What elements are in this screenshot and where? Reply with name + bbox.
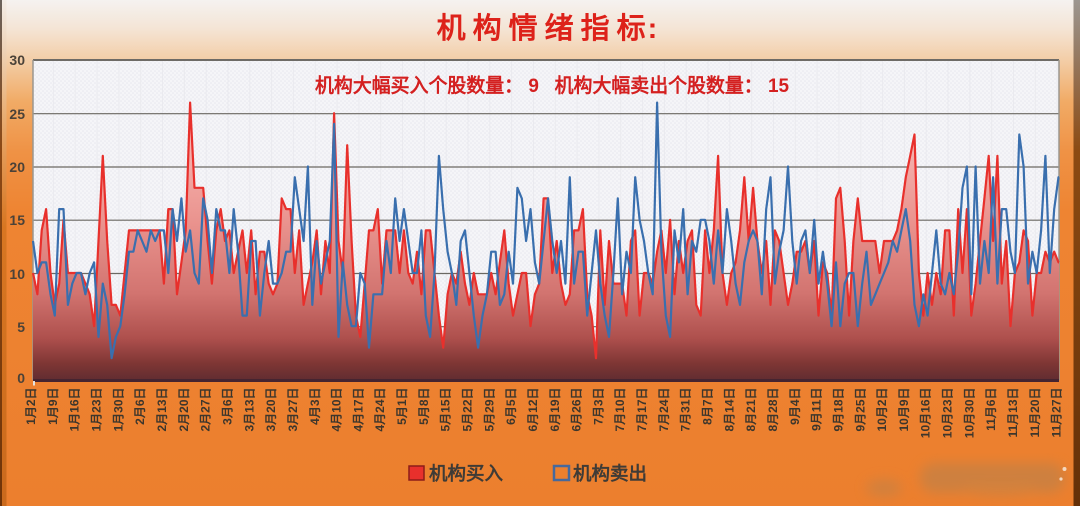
svg-text:1月16日: 1月16日 [68,388,82,432]
svg-text:5月8日: 5月8日 [417,388,431,425]
svg-text:1月30日: 1月30日 [111,388,125,432]
svg-text:10月9日: 10月9日 [897,388,911,432]
svg-text:7月17日: 7月17日 [635,388,649,432]
svg-text:0: 0 [17,370,25,386]
svg-text:9月18日: 9月18日 [831,388,845,432]
svg-text:2月13日: 2月13日 [155,388,169,432]
svg-text:1月23日: 1月23日 [90,388,104,432]
svg-text:25: 25 [9,106,25,122]
svg-text:9月4日: 9月4日 [788,388,802,425]
svg-text:10月30日: 10月30日 [962,388,976,439]
svg-text:15: 15 [9,212,25,228]
svg-text:20: 20 [9,159,25,175]
svg-text:11月6日: 11月6日 [984,388,998,431]
svg-text:30: 30 [9,52,25,68]
svg-text:11月13日: 11月13日 [1006,388,1020,438]
svg-text:4月24日: 4月24日 [373,388,387,432]
svg-text:1月2日: 1月2日 [24,388,38,425]
svg-text:5月29日: 5月29日 [482,388,496,432]
svg-text:9月11日: 9月11日 [810,388,824,431]
svg-text:3月20日: 3月20日 [264,388,278,432]
svg-text:8月21日: 8月21日 [744,388,758,432]
svg-text:2月27日: 2月27日 [199,388,213,432]
svg-text:4月3日: 4月3日 [308,388,322,425]
svg-text:3月6日: 3月6日 [221,388,235,425]
svg-text:5: 5 [17,319,25,335]
svg-text:3月13日: 3月13日 [242,388,256,432]
svg-text:7月10日: 7月10日 [613,388,627,432]
svg-text:7月24日: 7月24日 [657,388,671,432]
svg-text:机构买入: 机构买入 [429,463,504,484]
svg-text:11月20日: 11月20日 [1028,388,1042,438]
svg-text:6月12日: 6月12日 [526,388,540,432]
svg-text:机构情绪指标:: 机构情绪指标: [437,12,658,45]
svg-text:1月9日: 1月9日 [46,388,60,425]
svg-text:5月1日: 5月1日 [395,388,409,425]
svg-text:7月31日: 7月31日 [679,388,693,432]
svg-text:机构大幅买入个股数量： 9 机构大幅卖出个股数量： 15: 机构大幅买入个股数量： 9 机构大幅卖出个股数量： 15 [315,74,789,97]
svg-text:6月26日: 6月26日 [570,388,584,432]
svg-text:10月2日: 10月2日 [875,388,889,432]
svg-text:6月19日: 6月19日 [548,388,562,432]
svg-text:4月10日: 4月10日 [330,388,344,432]
svg-text:3月27日: 3月27日 [286,388,300,432]
svg-text:6月5日: 6月5日 [504,388,518,425]
svg-text:7月3日: 7月3日 [591,388,605,425]
svg-text:5月15日: 5月15日 [439,388,453,432]
svg-text:8月14日: 8月14日 [722,388,736,432]
svg-text:5月22日: 5月22日 [461,388,475,432]
svg-text:10: 10 [9,266,25,282]
svg-text:9月25日: 9月25日 [853,388,867,432]
svg-text:8月7日: 8月7日 [701,388,715,425]
svg-text:10月16日: 10月16日 [919,388,933,439]
svg-text:4月17日: 4月17日 [351,388,365,432]
svg-text:10月23日: 10月23日 [941,388,955,439]
svg-text:机构卖出: 机构卖出 [573,463,647,484]
svg-text:8月28日: 8月28日 [766,388,780,432]
svg-text:11月27日: 11月27日 [1050,388,1064,438]
svg-text:2月6日: 2月6日 [133,388,147,425]
svg-text:2月20日: 2月20日 [177,388,191,432]
